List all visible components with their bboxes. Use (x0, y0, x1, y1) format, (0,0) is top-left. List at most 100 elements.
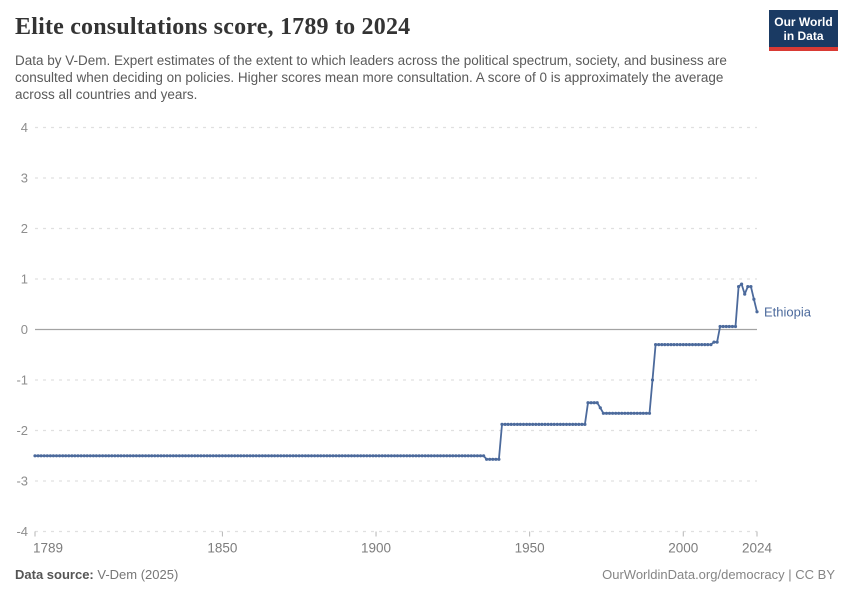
data-point (672, 343, 676, 347)
owid-logo-line2: in Data (783, 29, 824, 43)
data-point (263, 454, 267, 458)
data-point (506, 422, 510, 426)
data-line-ethiopia[interactable] (35, 283, 758, 461)
data-point (64, 454, 68, 458)
data-point (426, 454, 430, 458)
data-point (752, 297, 756, 301)
data-point (294, 454, 298, 458)
x-tick-label: 1950 (515, 541, 545, 556)
data-point (73, 454, 77, 458)
data-point (208, 454, 212, 458)
data-point (331, 454, 335, 458)
data-point (420, 454, 424, 458)
series-end-label[interactable]: Ethiopia (764, 304, 812, 319)
data-point (475, 454, 479, 458)
data-point (242, 454, 246, 458)
chart-canvas[interactable]: -4 -3 -2 -1 0 1 2 3 4 1789 1850 1900 1950 2000 2024 Eth… (0, 0, 850, 560)
owid-logo-line1: Our World (774, 15, 833, 29)
data-point (521, 422, 526, 426)
data-point (205, 454, 209, 458)
data-point (675, 343, 679, 347)
data-point (54, 454, 59, 458)
data-point (580, 422, 584, 426)
data-point (377, 454, 381, 458)
data-point (359, 454, 363, 458)
data-point (125, 454, 129, 458)
data-source: Data source: V-Dem (2025) (15, 567, 178, 582)
owid-citation-link[interactable]: OurWorldinData.org/democracy | CC BY (602, 567, 835, 582)
data-point (297, 454, 301, 458)
data-point (383, 454, 387, 458)
data-point (466, 454, 470, 458)
data-point (740, 282, 744, 286)
data-point (110, 454, 114, 458)
data-point (589, 401, 593, 405)
data-point (703, 343, 707, 347)
data-point (512, 422, 516, 426)
data-point (230, 454, 234, 458)
data-point (153, 454, 157, 458)
data-point (687, 343, 692, 347)
data-point (107, 454, 111, 458)
data-point (202, 454, 206, 458)
data-point (497, 457, 501, 461)
owid-logo[interactable]: Our World in Data (769, 10, 838, 51)
data-point (577, 422, 581, 426)
data-point (534, 422, 538, 426)
data-point (641, 411, 645, 415)
data-point (134, 454, 138, 458)
data-point (386, 454, 390, 458)
data-point (214, 454, 218, 458)
data-point (657, 343, 661, 347)
data-point (36, 454, 40, 458)
y-tick-label: 0 (21, 322, 28, 337)
data-point (592, 401, 596, 405)
data-point (638, 411, 642, 415)
data-point (488, 457, 492, 461)
chart-footer: Data source: V-Dem (2025) OurWorldinData… (15, 567, 835, 582)
data-point (104, 454, 108, 458)
data-point (119, 454, 123, 458)
data-point (199, 454, 203, 458)
data-point (48, 454, 53, 458)
data-point (417, 454, 421, 458)
x-tick-label: 1789 (33, 541, 63, 556)
data-point (183, 454, 188, 458)
y-tick-label: 2 (21, 221, 28, 236)
data-point (586, 401, 590, 405)
data-point (144, 454, 148, 458)
data-point (737, 285, 741, 289)
data-point (709, 343, 713, 347)
data-point (254, 454, 258, 458)
data-point (700, 343, 704, 347)
data-point (399, 454, 403, 458)
data-point (251, 454, 255, 458)
data-point (334, 454, 338, 458)
x-tick-label: 1850 (207, 541, 237, 556)
data-point (380, 454, 384, 458)
x-tick-label: 2000 (668, 541, 698, 556)
data-point (51, 454, 56, 458)
data-point (503, 422, 507, 426)
data-point (574, 422, 578, 426)
data-point (76, 454, 80, 458)
data-point (42, 454, 46, 458)
data-point (494, 457, 498, 461)
data-point (435, 454, 440, 458)
data-point (543, 422, 547, 426)
data-point (423, 454, 427, 458)
data-point (448, 454, 452, 458)
data-point (340, 454, 344, 458)
data-point (346, 454, 350, 458)
data-point (604, 411, 609, 415)
data-point (137, 454, 142, 458)
data-point (509, 422, 513, 426)
data-point (558, 422, 563, 426)
data-point (429, 454, 433, 458)
data-point (540, 422, 544, 426)
data-point (122, 454, 126, 458)
data-point (515, 422, 520, 426)
data-point (469, 454, 473, 458)
data-point (187, 454, 191, 458)
data-point (328, 454, 332, 458)
